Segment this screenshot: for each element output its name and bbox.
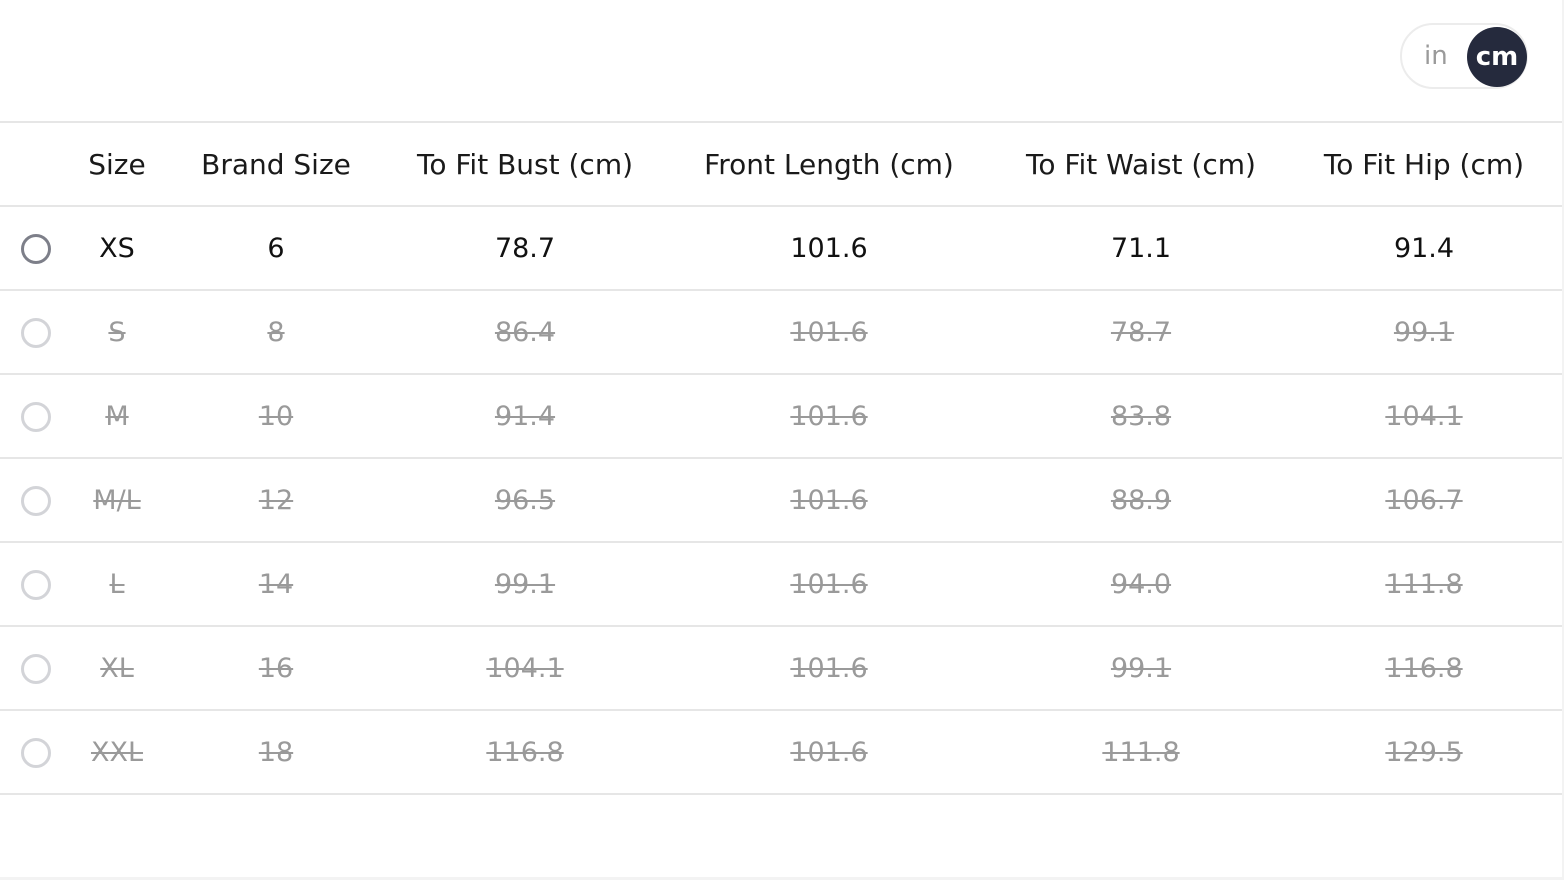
cell-hip: 91.4 bbox=[1284, 206, 1564, 291]
radio-cell bbox=[0, 206, 72, 291]
table-row[interactable]: M/L 12 96.5 101.6 88.9 106.7 bbox=[0, 458, 1564, 543]
cell-size: XL bbox=[72, 626, 162, 711]
cell-size: M bbox=[72, 374, 162, 459]
column-header-size: Size bbox=[72, 123, 162, 207]
column-header-bust: To Fit Bust (cm) bbox=[390, 123, 660, 207]
cell-waist: 83.8 bbox=[998, 374, 1284, 459]
cell-bust: 78.7 bbox=[390, 206, 660, 291]
column-header-hip: To Fit Hip (cm) bbox=[1284, 123, 1564, 207]
cell-brand-size: 12 bbox=[162, 458, 390, 543]
cell-bust: 99.1 bbox=[390, 542, 660, 627]
cell-front-length: 101.6 bbox=[660, 206, 998, 291]
cell-waist: 94.0 bbox=[998, 542, 1284, 627]
column-header-front-length: Front Length (cm) bbox=[660, 123, 998, 207]
cell-hip: 104.1 bbox=[1284, 374, 1564, 459]
size-chart-header-bar: in cm bbox=[0, 0, 1564, 123]
cell-hip: 106.7 bbox=[1284, 458, 1564, 543]
cell-brand-size: 16 bbox=[162, 626, 390, 711]
unit-option-in[interactable]: in bbox=[1424, 41, 1448, 71]
cell-brand-size: 8 bbox=[162, 290, 390, 375]
cell-waist: 88.9 bbox=[998, 458, 1284, 543]
cell-front-length: 101.6 bbox=[660, 542, 998, 627]
cell-front-length: 101.6 bbox=[660, 458, 998, 543]
column-header-brand-size: Brand Size bbox=[162, 123, 390, 207]
cell-size: XXL bbox=[72, 710, 162, 795]
cell-hip: 116.8 bbox=[1284, 626, 1564, 711]
cell-waist: 111.8 bbox=[998, 710, 1284, 795]
unit-toggle[interactable]: in cm bbox=[1400, 23, 1528, 89]
cell-hip: 129.5 bbox=[1284, 710, 1564, 795]
radio-cell bbox=[0, 290, 72, 375]
column-header-waist: To Fit Waist (cm) bbox=[998, 123, 1284, 207]
table-row[interactable]: L 14 99.1 101.6 94.0 111.8 bbox=[0, 542, 1564, 627]
right-border bbox=[1562, 0, 1564, 880]
cell-brand-size: 14 bbox=[162, 542, 390, 627]
radio-cell bbox=[0, 710, 72, 795]
cell-bust: 86.4 bbox=[390, 290, 660, 375]
size-radio-button[interactable] bbox=[21, 233, 51, 264]
cell-front-length: 101.6 bbox=[660, 626, 998, 711]
cell-brand-size: 6 bbox=[162, 206, 390, 291]
cell-brand-size: 10 bbox=[162, 374, 390, 459]
cell-front-length: 101.6 bbox=[660, 710, 998, 795]
size-radio-button[interactable] bbox=[21, 485, 51, 516]
cell-waist: 99.1 bbox=[998, 626, 1284, 711]
cell-bust: 96.5 bbox=[390, 458, 660, 543]
size-radio-button[interactable] bbox=[21, 401, 51, 432]
cell-front-length: 101.6 bbox=[660, 374, 998, 459]
cell-bust: 91.4 bbox=[390, 374, 660, 459]
cell-bust: 104.1 bbox=[390, 626, 660, 711]
cell-bust: 116.8 bbox=[390, 710, 660, 795]
size-radio-button[interactable] bbox=[21, 653, 51, 684]
cell-size: M/L bbox=[72, 458, 162, 543]
radio-cell bbox=[0, 458, 72, 543]
radio-cell bbox=[0, 626, 72, 711]
bottom-border bbox=[0, 877, 1564, 880]
cell-size: S bbox=[72, 290, 162, 375]
select-column-header bbox=[0, 123, 72, 207]
cell-hip: 99.1 bbox=[1284, 290, 1564, 375]
unit-option-cm[interactable]: cm bbox=[1467, 27, 1527, 87]
cell-waist: 71.1 bbox=[998, 206, 1284, 291]
cell-front-length: 101.6 bbox=[660, 290, 998, 375]
table-row[interactable]: M 10 91.4 101.6 83.8 104.1 bbox=[0, 374, 1564, 459]
cell-size: L bbox=[72, 542, 162, 627]
radio-cell bbox=[0, 374, 72, 459]
size-radio-button[interactable] bbox=[21, 737, 51, 768]
cell-size: XS bbox=[72, 206, 162, 291]
size-radio-button[interactable] bbox=[21, 569, 51, 600]
cell-hip: 111.8 bbox=[1284, 542, 1564, 627]
cell-brand-size: 18 bbox=[162, 710, 390, 795]
size-chart-table: Size Brand Size To Fit Bust (cm) Front L… bbox=[0, 123, 1564, 795]
table-row[interactable]: XXL 18 116.8 101.6 111.8 129.5 bbox=[0, 710, 1564, 795]
table-row[interactable]: XL 16 104.1 101.6 99.1 116.8 bbox=[0, 626, 1564, 711]
radio-cell bbox=[0, 542, 72, 627]
table-header-row: Size Brand Size To Fit Bust (cm) Front L… bbox=[0, 123, 1564, 207]
table-row[interactable]: XS 6 78.7 101.6 71.1 91.4 bbox=[0, 206, 1564, 291]
size-radio-button[interactable] bbox=[21, 317, 51, 348]
cell-waist: 78.7 bbox=[998, 290, 1284, 375]
table-row[interactable]: S 8 86.4 101.6 78.7 99.1 bbox=[0, 290, 1564, 375]
